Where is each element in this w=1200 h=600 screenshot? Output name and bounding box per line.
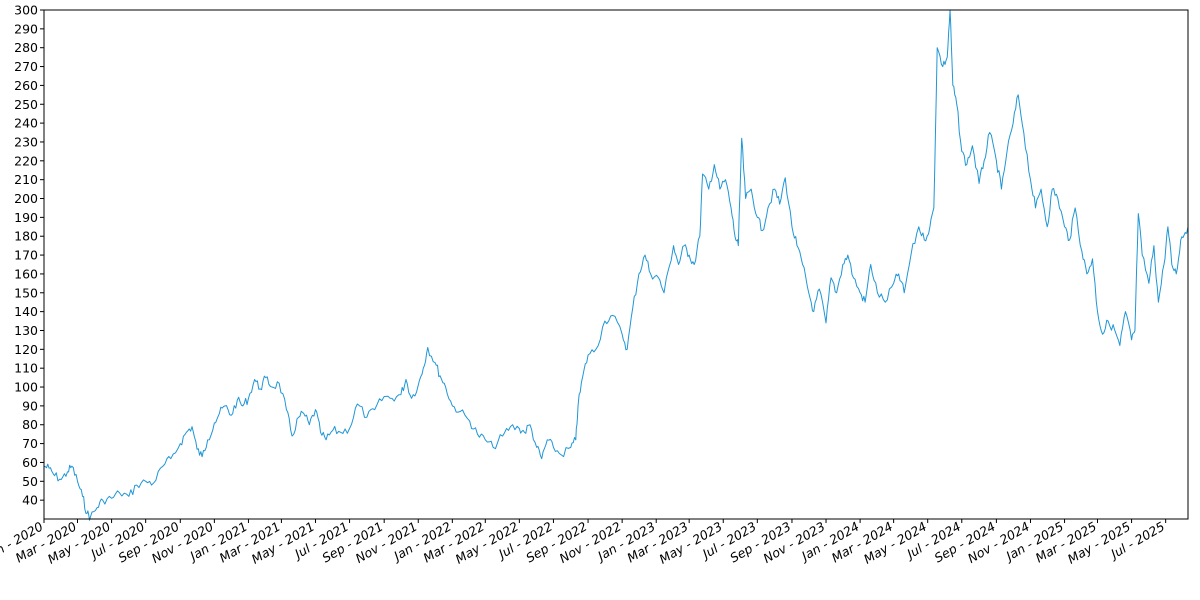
- series-group: [43, 9, 1189, 521]
- series-line: [43, 9, 1189, 521]
- y-tick-label: 170: [14, 248, 38, 263]
- y-tick-label: 140: [14, 304, 38, 319]
- y-tick-label: 60: [22, 455, 38, 470]
- y-tick-label: 220: [14, 153, 38, 168]
- y-tick-label: 80: [22, 417, 38, 432]
- y-tick-label: 260: [14, 78, 38, 93]
- y-tick-label: 250: [14, 97, 38, 112]
- y-tick-label: 110: [14, 361, 38, 376]
- y-tick-label: 40: [22, 493, 38, 508]
- y-axis: 40 50 60 70 80 90 100 110 120 130 140 150 160 170 180 1…: [14, 3, 44, 508]
- y-tick-label: 150: [14, 285, 38, 300]
- y-tick-label: 180: [14, 229, 38, 244]
- y-tick-label: 280: [14, 40, 38, 55]
- y-tick-label: 190: [14, 210, 38, 225]
- y-tick-label: 300: [14, 3, 38, 18]
- y-tick-label: 120: [14, 342, 38, 357]
- y-tick-label: 240: [14, 116, 38, 131]
- y-tick-label: 270: [14, 59, 38, 74]
- y-tick-label: 50: [22, 474, 38, 489]
- y-tick-label: 210: [14, 172, 38, 187]
- y-tick-label: 230: [14, 134, 38, 149]
- plot-background: [44, 10, 1188, 519]
- y-tick-label: 290: [14, 21, 38, 36]
- y-tick-label: 160: [14, 266, 38, 281]
- y-tick-label: 70: [22, 436, 38, 451]
- y-tick-label: 200: [14, 191, 38, 206]
- y-tick-label: 100: [14, 380, 38, 395]
- y-tick-label: 130: [14, 323, 38, 338]
- plot-frame: [43, 9, 1189, 520]
- y-tick-label: 90: [22, 398, 38, 413]
